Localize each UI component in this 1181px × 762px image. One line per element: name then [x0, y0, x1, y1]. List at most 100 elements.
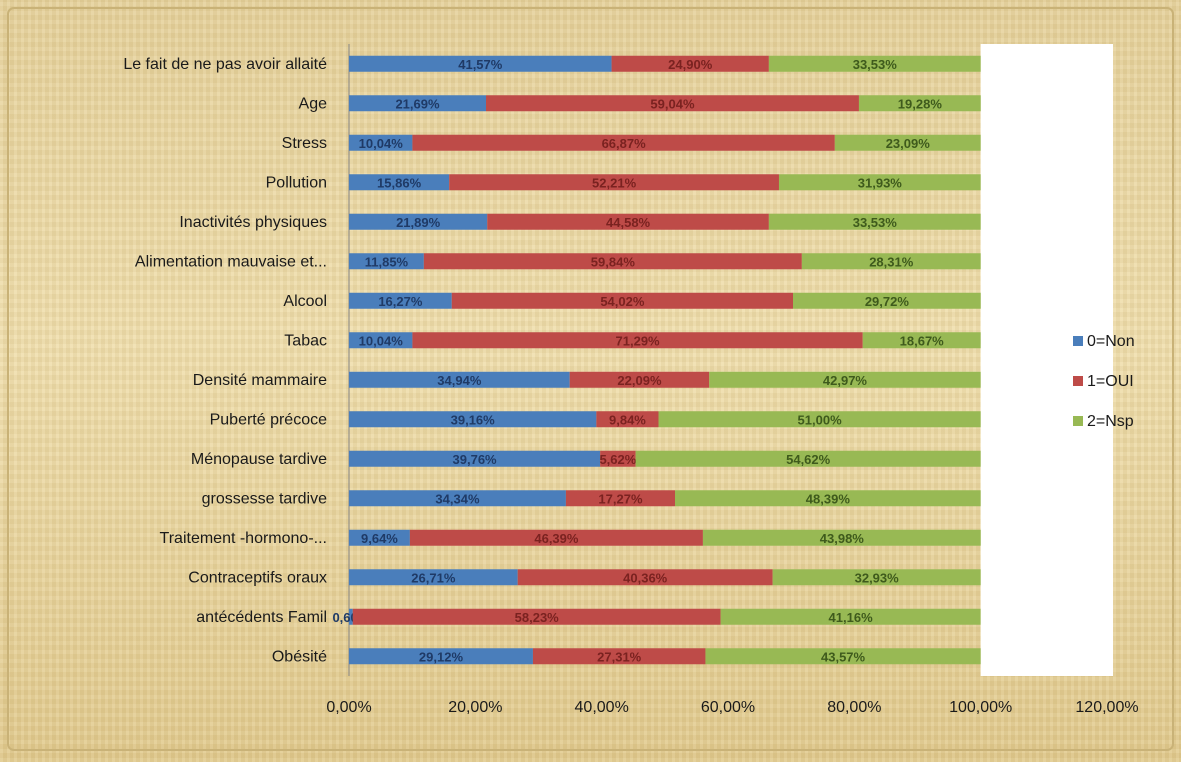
data-label: 9,64%	[361, 531, 398, 546]
data-label: 43,57%	[821, 649, 866, 664]
category-label: Pollution	[266, 174, 327, 191]
category-label: antécédents Famil	[196, 609, 327, 626]
x-tick-label: 120,00%	[1075, 699, 1138, 716]
data-label: 52,21%	[592, 175, 637, 190]
data-label: 17,27%	[598, 491, 643, 506]
bar-1-oui	[486, 95, 859, 112]
data-label: 10,04%	[359, 333, 404, 348]
legend-swatch	[1073, 376, 1083, 386]
data-label: 23,09%	[886, 136, 931, 151]
category-label: Puberté précoce	[210, 411, 328, 428]
bar-1-oui	[611, 55, 769, 72]
bar-2-nsp	[705, 648, 981, 665]
data-label: 39,16%	[451, 412, 496, 427]
data-label: 29,12%	[419, 649, 464, 664]
bar-1-oui	[596, 411, 659, 428]
bar-1-oui	[409, 529, 703, 546]
category-label: Inactivités physiques	[179, 214, 327, 231]
bar-2-nsp	[801, 253, 981, 270]
bar-1-oui	[423, 253, 802, 270]
data-label: 58,23%	[515, 610, 560, 625]
data-label: 28,31%	[869, 254, 914, 269]
legend-swatch	[1073, 336, 1083, 346]
bar-0-non	[349, 450, 601, 467]
x-tick-label: 40,00%	[575, 699, 629, 716]
data-label: 27,31%	[597, 649, 642, 664]
data-label: 41,16%	[829, 610, 874, 625]
bar-1-oui	[532, 648, 706, 665]
data-label: 18,67%	[900, 333, 945, 348]
category-label: Le fait de ne pas avoir allaité	[123, 56, 327, 73]
bar-0-non	[349, 411, 597, 428]
data-label: 44,58%	[606, 215, 651, 230]
x-tick-label: 0,00%	[326, 699, 371, 716]
bar-0-non	[349, 134, 413, 151]
bar-2-nsp	[768, 213, 981, 230]
bar-2-nsp	[772, 569, 981, 586]
data-label: 66,87%	[602, 136, 647, 151]
data-label: 34,34%	[435, 491, 480, 506]
data-label: 46,39%	[534, 531, 579, 546]
category-label: Alcool	[283, 293, 327, 310]
bar-0-non	[349, 213, 488, 230]
bar-0-non	[349, 174, 450, 191]
bar-2-nsp	[635, 450, 981, 467]
legend-label: 2=Nsp	[1087, 413, 1134, 430]
bar-2-nsp	[858, 95, 981, 112]
x-tick-label: 20,00%	[448, 699, 502, 716]
bar-1-oui	[600, 450, 636, 467]
bar-2-nsp	[675, 490, 981, 507]
bar-1-oui	[517, 569, 773, 586]
data-label: 51,00%	[798, 412, 843, 427]
category-label: Ménopause tardive	[191, 451, 327, 468]
bar-1-oui	[449, 174, 779, 191]
data-label: 11,85%	[365, 254, 409, 269]
bar-0-non	[349, 371, 570, 388]
data-label: 24,90%	[668, 57, 713, 72]
data-label: 22,09%	[617, 373, 662, 388]
bar-1-oui	[451, 292, 793, 309]
chart-area-border	[7, 7, 1174, 751]
bar-1-oui	[412, 332, 863, 349]
bar-1-oui	[565, 490, 676, 507]
bar-2-nsp	[702, 529, 981, 546]
category-label: Alimentation mauvaise et...	[135, 253, 327, 270]
bar-2-nsp	[862, 332, 981, 349]
data-label: 33,53%	[853, 215, 898, 230]
data-label: 41,57%	[458, 57, 503, 72]
category-label: Obésité	[272, 648, 327, 665]
data-label: 10,04%	[359, 136, 404, 151]
plot-area-right-panel	[980, 44, 1113, 676]
x-tick-label: 80,00%	[827, 699, 881, 716]
data-label: 54,62%	[786, 452, 831, 467]
bar-0-non	[349, 490, 566, 507]
bar-2-nsp	[792, 292, 981, 309]
data-label: 9,84%	[609, 412, 646, 427]
data-label: 59,04%	[650, 96, 695, 111]
data-label: 19,28%	[898, 96, 943, 111]
category-label: Contraceptifs oraux	[188, 569, 327, 586]
category-label: Tabac	[284, 332, 327, 349]
legend-label: 1=OUI	[1087, 373, 1134, 390]
bar-0-non	[349, 95, 487, 112]
data-label: 34,94%	[437, 373, 482, 388]
bar-2-nsp	[709, 371, 981, 388]
legend-swatch	[1073, 416, 1083, 426]
data-label: 5,62%	[599, 452, 636, 467]
data-label: 29,72%	[865, 294, 910, 309]
data-label: 16,27%	[378, 294, 423, 309]
bar-0-non	[349, 569, 518, 586]
data-label: 54,02%	[600, 294, 645, 309]
category-label: Stress	[282, 135, 327, 152]
category-label: Age	[299, 95, 328, 112]
data-label: 33,53%	[853, 57, 898, 72]
bar-0-non	[349, 253, 424, 270]
bar-1-oui	[412, 134, 835, 151]
bar-0-non	[349, 55, 612, 72]
bar-2-nsp	[720, 608, 981, 625]
bar-0-non	[349, 529, 410, 546]
bar-1-oui	[352, 608, 721, 625]
data-label: 32,93%	[855, 570, 900, 585]
data-label: 59,84%	[591, 254, 636, 269]
